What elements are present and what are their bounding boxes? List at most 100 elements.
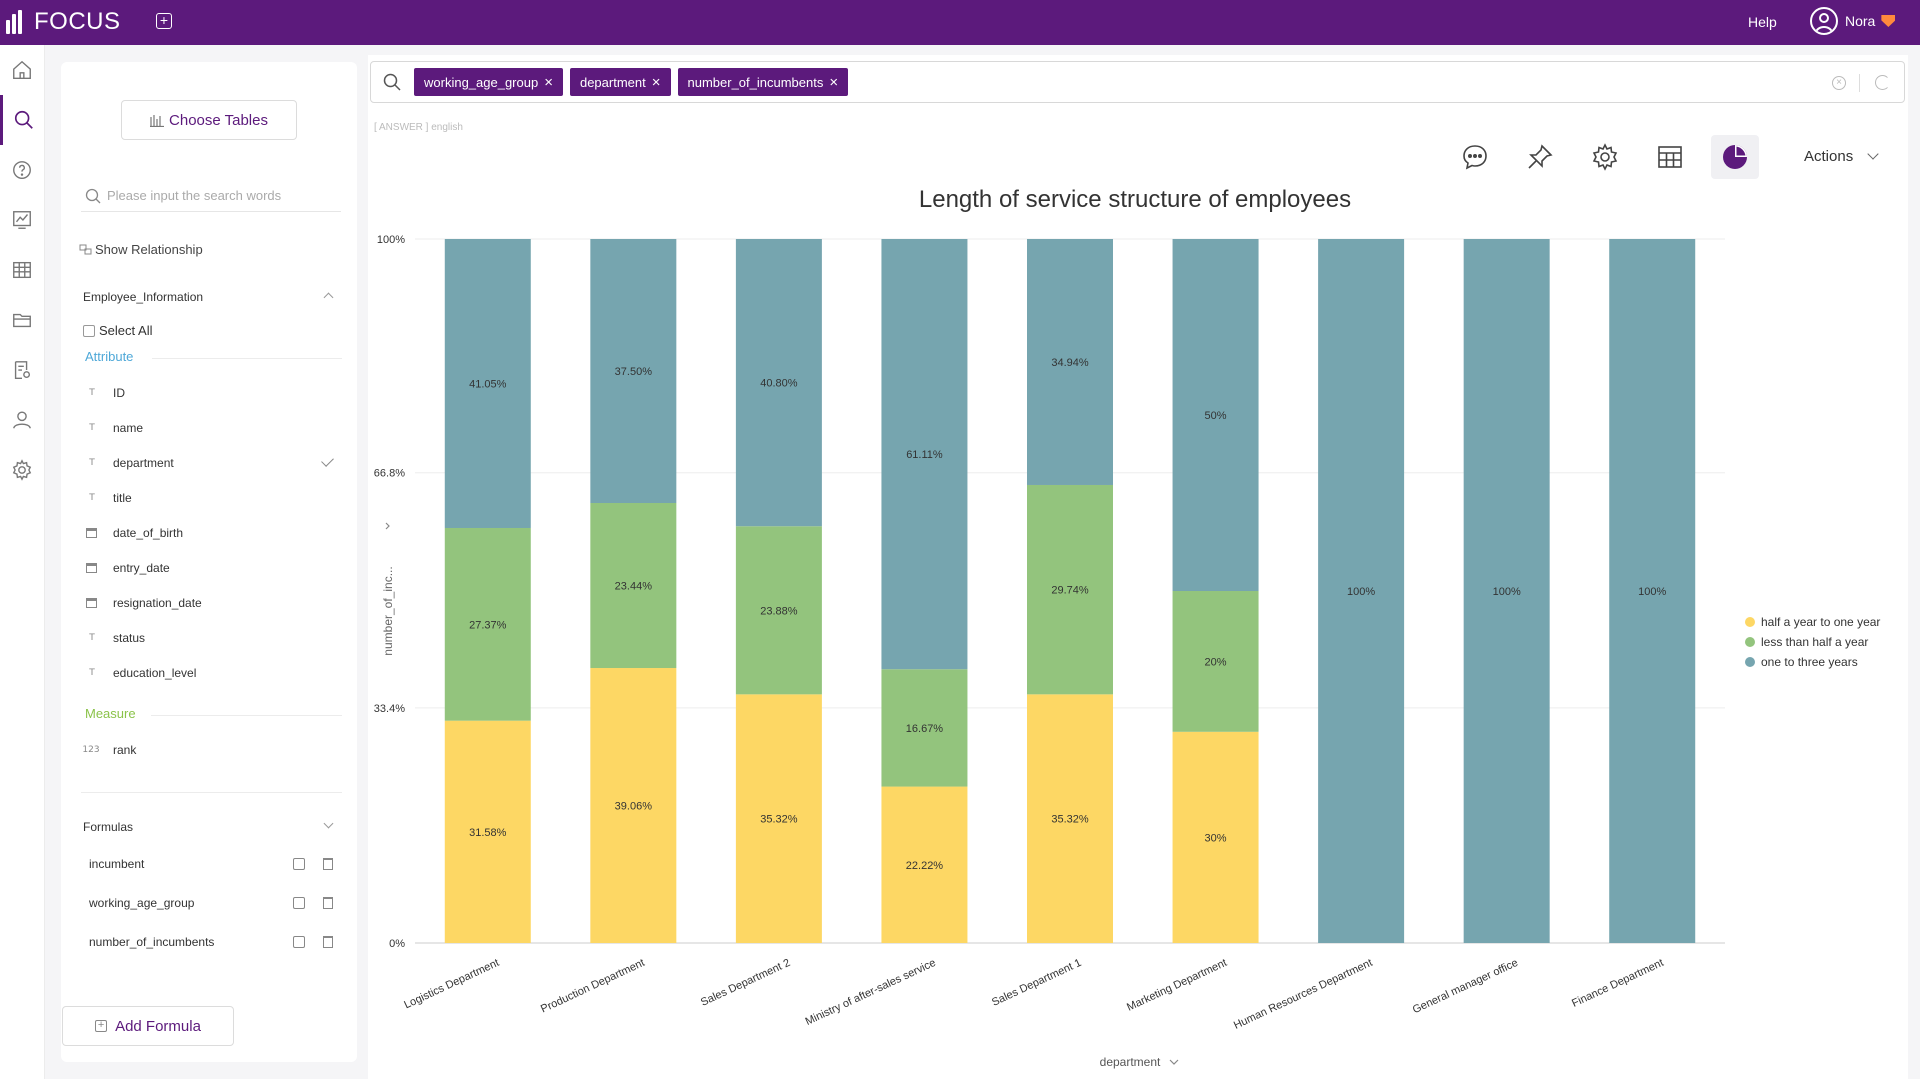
search-chip[interactable]: department × (569, 68, 671, 96)
table-icon[interactable] (0, 245, 44, 295)
formula-name: number_of_incumbents (89, 935, 215, 949)
dashboard-icon[interactable] (0, 195, 44, 245)
bar-segment (735, 694, 822, 943)
search-icon[interactable] (0, 95, 44, 145)
field-item[interactable]: T ID (83, 380, 343, 406)
legend-swatch (1745, 657, 1755, 667)
formulas-title[interactable]: Formulas (83, 820, 134, 834)
bar-segment (1172, 731, 1259, 943)
chevron-up-icon[interactable] (323, 292, 334, 303)
field-name: rank (113, 743, 137, 757)
data-label: 100% (1347, 586, 1375, 598)
field-item[interactable]: 123 rank (81, 737, 341, 763)
add-formula-button[interactable]: + Add Formula (62, 1006, 234, 1046)
field-name: department (113, 456, 174, 470)
calendar-icon (86, 563, 97, 573)
relationship-icon (79, 244, 92, 254)
data-label: 39.06% (615, 801, 653, 813)
field-name: resignation_date (113, 596, 202, 610)
edit-icon[interactable] (293, 936, 305, 948)
y-tick-label: 100% (377, 234, 405, 246)
text-type-icon: T (89, 633, 95, 643)
user-menu[interactable]: Nora (1810, 7, 1896, 35)
field-search-input[interactable] (105, 187, 329, 204)
data-label: 37.50% (615, 366, 653, 378)
formula-name: incumbent (89, 857, 145, 871)
bar-segment (590, 668, 677, 943)
legend-label: half a year to one year (1761, 615, 1880, 629)
bar-segment (881, 786, 968, 943)
close-icon[interactable]: × (544, 73, 553, 91)
divider (81, 792, 342, 793)
formula-item[interactable]: incumbent (89, 852, 343, 876)
data-label: 29.74% (1051, 585, 1089, 597)
left-nav (0, 45, 45, 1079)
divider (1859, 74, 1860, 92)
chevron-down-icon[interactable] (323, 818, 334, 829)
formula-item[interactable]: number_of_incumbents (89, 930, 343, 954)
field-item[interactable]: entry_date (83, 555, 343, 581)
close-icon[interactable]: × (651, 73, 661, 91)
comment-button[interactable] (1451, 135, 1499, 179)
x-tick-label: Logistics Department (402, 957, 501, 1012)
data-label: 35.32% (760, 814, 798, 826)
pin-button[interactable] (1516, 135, 1564, 179)
select-all-checkbox[interactable]: Select All (83, 323, 152, 338)
settings-button[interactable] (1581, 135, 1629, 179)
data-label: 31.58% (469, 827, 507, 839)
field-item[interactable]: resignation_date (83, 590, 343, 616)
field-item[interactable]: date_of_birth (83, 520, 343, 546)
actions-dropdown[interactable]: Actions (1804, 148, 1880, 165)
refresh-icon[interactable] (1875, 75, 1890, 90)
close-icon[interactable]: × (829, 73, 839, 91)
bar-segment (590, 239, 677, 503)
search-icon (383, 73, 401, 91)
help-link[interactable]: Help (1748, 14, 1777, 30)
bar-segment (444, 720, 531, 943)
y-tick-label: 33.4% (374, 703, 405, 715)
clear-icon[interactable]: × (1832, 76, 1846, 90)
add-tab-icon[interactable]: + (156, 13, 172, 29)
delete-icon[interactable] (323, 858, 333, 870)
home-icon[interactable] (0, 45, 44, 95)
folder-icon[interactable] (0, 295, 44, 345)
table-view-button[interactable] (1646, 135, 1694, 179)
data-label: 50% (1205, 410, 1227, 422)
report-settings-icon[interactable] (0, 345, 44, 395)
number-type-icon: 123 (82, 745, 100, 755)
text-type-icon: T (89, 458, 95, 468)
data-label: 100% (1493, 586, 1521, 598)
delete-icon[interactable] (323, 936, 333, 948)
actions-label: Actions (1804, 148, 1854, 165)
data-label: 35.32% (1051, 814, 1089, 826)
formula-item[interactable]: working_age_group (89, 891, 343, 915)
table-icon (1658, 146, 1682, 168)
show-relationship-button[interactable]: Show Relationship (79, 242, 203, 257)
delete-icon[interactable] (323, 897, 333, 909)
choose-tables-button[interactable]: Choose Tables (121, 100, 297, 140)
bar-segment (1172, 239, 1259, 591)
edit-icon[interactable] (293, 897, 305, 909)
search-chip[interactable]: number_of_incumbents × (677, 68, 849, 96)
choose-tables-label: Choose Tables (169, 111, 268, 129)
calendar-icon (86, 598, 97, 608)
y-axis-label: number_of_inc... (381, 566, 395, 655)
chart-view-button[interactable] (1711, 135, 1759, 179)
edit-icon[interactable] (293, 858, 305, 870)
data-label: 61.11% (906, 449, 943, 461)
search-chip[interactable]: working_age_group × (414, 68, 563, 96)
bar-segment (1609, 239, 1696, 943)
gear-icon[interactable] (0, 445, 44, 495)
data-label: 41.05% (469, 378, 507, 390)
question-icon[interactable] (0, 145, 44, 195)
bar-segment (1172, 591, 1259, 732)
search-bar[interactable]: working_age_group × department × number_of… (370, 61, 1905, 103)
user-icon[interactable] (0, 395, 44, 445)
table-group-title[interactable]: Employee_Information (83, 290, 204, 304)
logo[interactable]: FOCUS (6, 8, 121, 35)
